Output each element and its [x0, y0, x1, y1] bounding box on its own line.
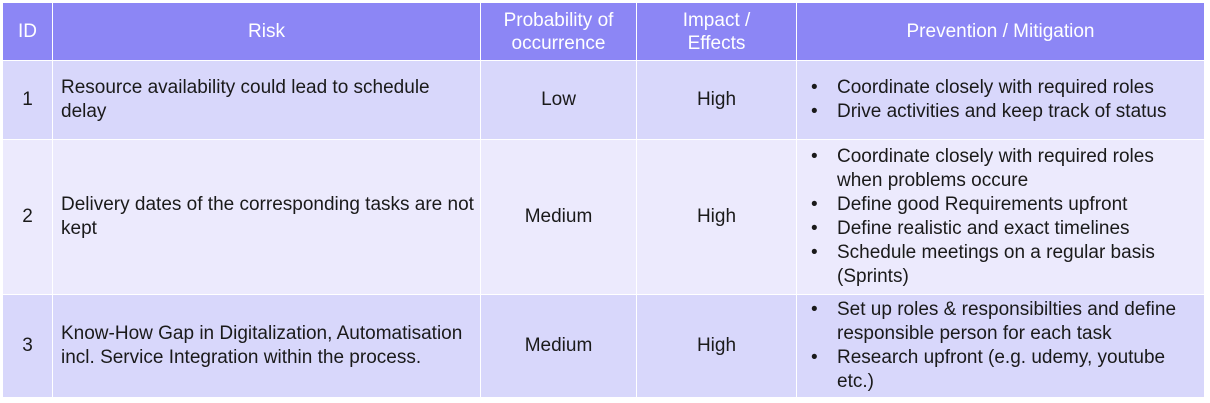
mitigation-item: Define realistic and exact timelines	[803, 217, 1198, 241]
mitigation-list: Coordinate closely with required roles w…	[803, 145, 1198, 289]
risk-table: ID Risk Probability of occurrence Impact…	[2, 2, 1205, 398]
header-impact-line1: Impact /	[682, 9, 751, 31]
mitigation-item: Coordinate closely with required roles w…	[803, 145, 1198, 193]
table-row: 3 Know-How Gap in Digitalization, Automa…	[2, 294, 1205, 398]
mitigation-item: Set up roles & responsibilties and defin…	[803, 298, 1198, 346]
cell-mitigation: Coordinate closely with required roles D…	[796, 60, 1205, 140]
cell-mitigation: Coordinate closely with required roles w…	[796, 139, 1205, 295]
cell-probability: Medium	[480, 139, 637, 295]
cell-impact: High	[636, 294, 797, 398]
cell-probability: Medium	[480, 294, 637, 398]
cell-id: 3	[2, 294, 53, 398]
cell-mitigation: Set up roles & responsibilties and defin…	[796, 294, 1205, 398]
header-id: ID	[2, 2, 53, 61]
mitigation-item: Drive activities and keep track of statu…	[803, 100, 1198, 124]
mitigation-item: Schedule meetings on a regular basis (Sp…	[803, 241, 1198, 289]
header-mitigation: Prevention / Mitigation	[796, 2, 1205, 61]
cell-probability: Low	[480, 60, 637, 140]
mitigation-list: Coordinate closely with required roles D…	[803, 76, 1198, 124]
table-row: 1 Resource availability could lead to sc…	[2, 60, 1205, 140]
mitigation-item: Research upfront (e.g. udemy, youtube et…	[803, 346, 1198, 394]
cell-id: 1	[2, 60, 53, 140]
cell-id: 2	[2, 139, 53, 295]
mitigation-item: Coordinate closely with required roles	[803, 76, 1198, 100]
header-risk: Risk	[52, 2, 481, 61]
header-probability-line1: Probability of	[503, 9, 614, 31]
header-probability-line2: occurrence	[511, 32, 606, 54]
header-impact-line2: Effects	[687, 32, 746, 54]
cell-impact: High	[636, 139, 797, 295]
header-probability: Probability of occurrence	[480, 2, 637, 61]
cell-risk: Resource availability could lead to sche…	[52, 60, 481, 140]
cell-risk: Delivery dates of the corresponding task…	[52, 139, 481, 295]
mitigation-item: Define good Requirements upfront	[803, 193, 1198, 217]
cell-risk: Know-How Gap in Digitalization, Automati…	[52, 294, 481, 398]
cell-impact: High	[636, 60, 797, 140]
header-row: ID Risk Probability of occurrence Impact…	[2, 2, 1205, 61]
header-impact: Impact / Effects	[636, 2, 797, 61]
mitigation-list: Set up roles & responsibilties and defin…	[803, 298, 1198, 394]
table-row: 2 Delivery dates of the corresponding ta…	[2, 139, 1205, 295]
